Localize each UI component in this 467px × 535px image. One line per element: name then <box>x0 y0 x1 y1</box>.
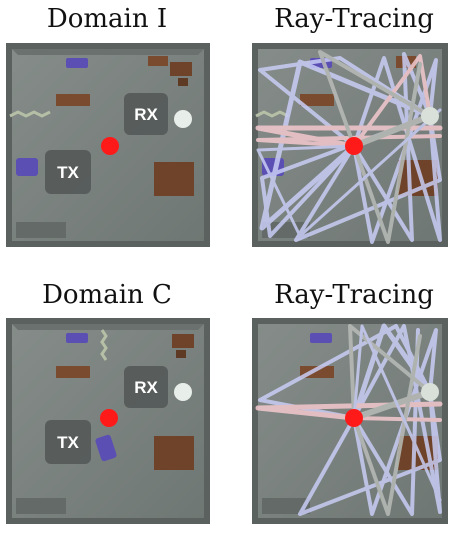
transmitter-tag <box>45 420 91 464</box>
receiver-tag <box>124 93 168 135</box>
title-ray-tracing-bottom: Ray-Tracing <box>274 280 434 310</box>
bed-brown <box>154 436 194 470</box>
bench-grey <box>16 222 66 238</box>
transmitter-tag-label: TX <box>57 163 79 182</box>
receiver-tag <box>124 366 168 408</box>
title-ray-tracing-top: Ray-Tracing <box>274 4 434 34</box>
table-brown <box>170 62 192 76</box>
title-domain-c: Domain C <box>42 280 172 310</box>
ray-path <box>294 114 442 242</box>
ray-path <box>298 390 442 516</box>
room-wall-shadow <box>12 49 204 55</box>
receiver-marker <box>174 110 192 128</box>
bench-grey <box>16 498 66 514</box>
room-wall-shadow <box>12 324 204 330</box>
transmitter-tag-label: TX <box>57 433 79 452</box>
stair-rail <box>255 110 289 118</box>
room-ray-tracing-top <box>252 43 448 247</box>
ray-path <box>259 59 433 231</box>
ray-path <box>352 56 442 242</box>
ray-path <box>352 328 420 516</box>
ray-path <box>256 108 442 238</box>
room-domain-i: RX TX <box>6 43 210 247</box>
transmitter-marker <box>100 409 118 427</box>
ray-path <box>258 56 432 148</box>
ray-path <box>352 54 432 148</box>
sofa-purple <box>66 333 88 343</box>
receiver-marker <box>174 383 192 401</box>
bench-brown <box>300 94 334 106</box>
ray-path <box>318 50 432 148</box>
ray-path <box>352 334 422 516</box>
bed-brown <box>154 162 194 196</box>
transmitter-tag <box>45 150 91 194</box>
ray-paths <box>255 323 443 516</box>
receiver-tag-label: RX <box>134 105 158 124</box>
ray-path <box>351 113 433 149</box>
sofa-purple-left <box>16 158 38 176</box>
ray-path <box>352 324 442 502</box>
transmitter-marker <box>101 137 119 155</box>
receiver-marker <box>421 383 439 401</box>
transmitter-marker <box>345 137 363 155</box>
receiver-tag-label: RX <box>134 378 158 397</box>
ray-path <box>352 416 442 422</box>
transmitter-marker <box>345 409 363 427</box>
bench-grey <box>262 498 310 514</box>
title-domain-i: Domain I <box>46 4 168 34</box>
bench-brown <box>56 94 90 106</box>
receiver-marker <box>421 107 439 125</box>
room-ray-tracing-bottom <box>252 318 448 524</box>
ray-path <box>255 401 443 421</box>
chair-brown <box>176 350 186 358</box>
room-domain-c: RX TX <box>6 318 210 524</box>
sofa-purple <box>66 58 88 68</box>
desk-brown <box>148 56 168 66</box>
sofa-purple <box>310 333 332 343</box>
ray-paths <box>255 50 443 244</box>
stair-rail <box>100 329 108 361</box>
chair-brown <box>178 78 188 86</box>
desk-brown <box>172 334 194 348</box>
bench-brown <box>56 366 90 378</box>
ray-path <box>348 324 432 420</box>
sofa-purple-tilted <box>95 434 117 462</box>
ray-path <box>351 389 433 421</box>
stair-rail <box>9 110 51 118</box>
